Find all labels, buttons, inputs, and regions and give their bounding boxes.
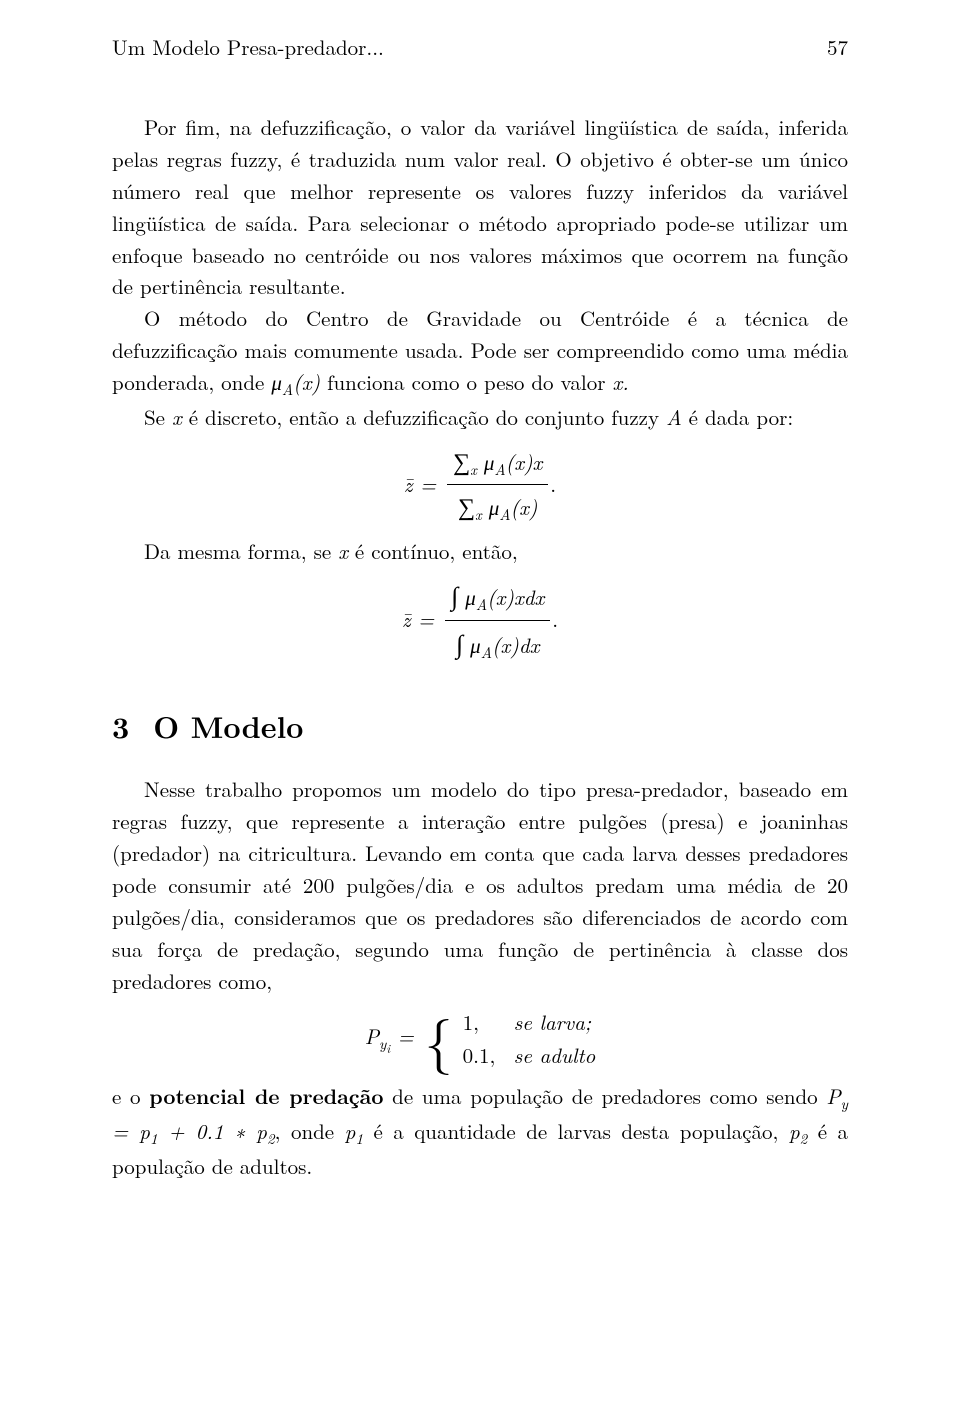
eq3-piecewise: { 1, se larva; 0.1, se adulto — [425, 1006, 596, 1073]
para6-text-d: é a quantidade de larvas desta população… — [363, 1116, 789, 1146]
paragraph-3: Se x é discreto, então a defuzzificação … — [112, 402, 848, 434]
paragraph-1: Por fim, na defuzzificação, o valor da v… — [112, 112, 848, 303]
eq2-frac: ∫ μA(x)xdx ∫ μA(x)dx — [445, 575, 550, 664]
case2-val: 0.1, — [463, 1039, 507, 1073]
math-A: A — [666, 402, 682, 432]
para4-text-a: Da mesma forma, se — [144, 536, 338, 566]
para6-text-a: e o — [112, 1081, 149, 1111]
eq3-brace: { — [425, 1011, 453, 1067]
math-muA: μA(x) — [271, 367, 320, 397]
eq2-dot: . — [552, 604, 558, 636]
paragraph-6: e o potencial de predação de uma populaç… — [112, 1081, 848, 1183]
section-3-title: O Modelo — [153, 704, 303, 747]
math-p2: p2 — [789, 1116, 807, 1146]
para3-text-b: é discreto, então a defuzzificação do co… — [182, 402, 666, 432]
section-3-heading: 3 O Modelo — [112, 703, 848, 749]
equation-1: z̄ = ∑x μA(x)x ∑x μA(x) . — [112, 442, 848, 527]
eq1-dot: . — [550, 469, 556, 501]
eq3-lhs: Pyi = — [365, 1021, 414, 1058]
math-x: x. — [612, 367, 628, 397]
math-x2: x — [172, 402, 182, 432]
paragraph-5: Nesse trabalho propomos um modelo do tip… — [112, 774, 848, 997]
para6-text-c: , onde — [275, 1116, 345, 1146]
para6-bold: potencial de predação — [149, 1081, 383, 1111]
para4-text-b: é contínuo, então, — [348, 536, 518, 566]
para3-text-c: é dada por: — [682, 402, 794, 432]
para3-text-a: Se — [144, 402, 172, 432]
case2-cond: se adulto — [514, 1040, 596, 1070]
section-3-number: 3 — [112, 703, 129, 749]
math-p1: p1 — [345, 1116, 363, 1146]
paragraph-4: Da mesma forma, se x é contínuo, então, — [112, 536, 848, 568]
case1-val: 1, — [463, 1006, 507, 1040]
equation-2: z̄ = ∫ μA(x)xdx ∫ μA(x)dx . — [112, 575, 848, 664]
case1-cond: se larva; — [514, 1007, 592, 1037]
para6-text-b: de uma população de predadores como send… — [383, 1081, 826, 1111]
paragraph-2: O método do Centro de Gravidade ou Centr… — [112, 303, 848, 402]
page-number: 57 — [827, 32, 848, 64]
eq2-lhs: z̄ = — [402, 604, 434, 636]
para2-text-b: funciona como o peso do valor — [320, 367, 612, 397]
eq1-frac: ∑x μA(x)x ∑x μA(x) — [447, 442, 548, 527]
equation-3: Pyi = { 1, se larva; 0.1, se adulto — [112, 1006, 848, 1073]
running-title: Um Modelo Presa-predador... — [112, 32, 384, 64]
eq1-lhs: z̄ = — [404, 469, 436, 501]
math-x3: x — [338, 536, 348, 566]
